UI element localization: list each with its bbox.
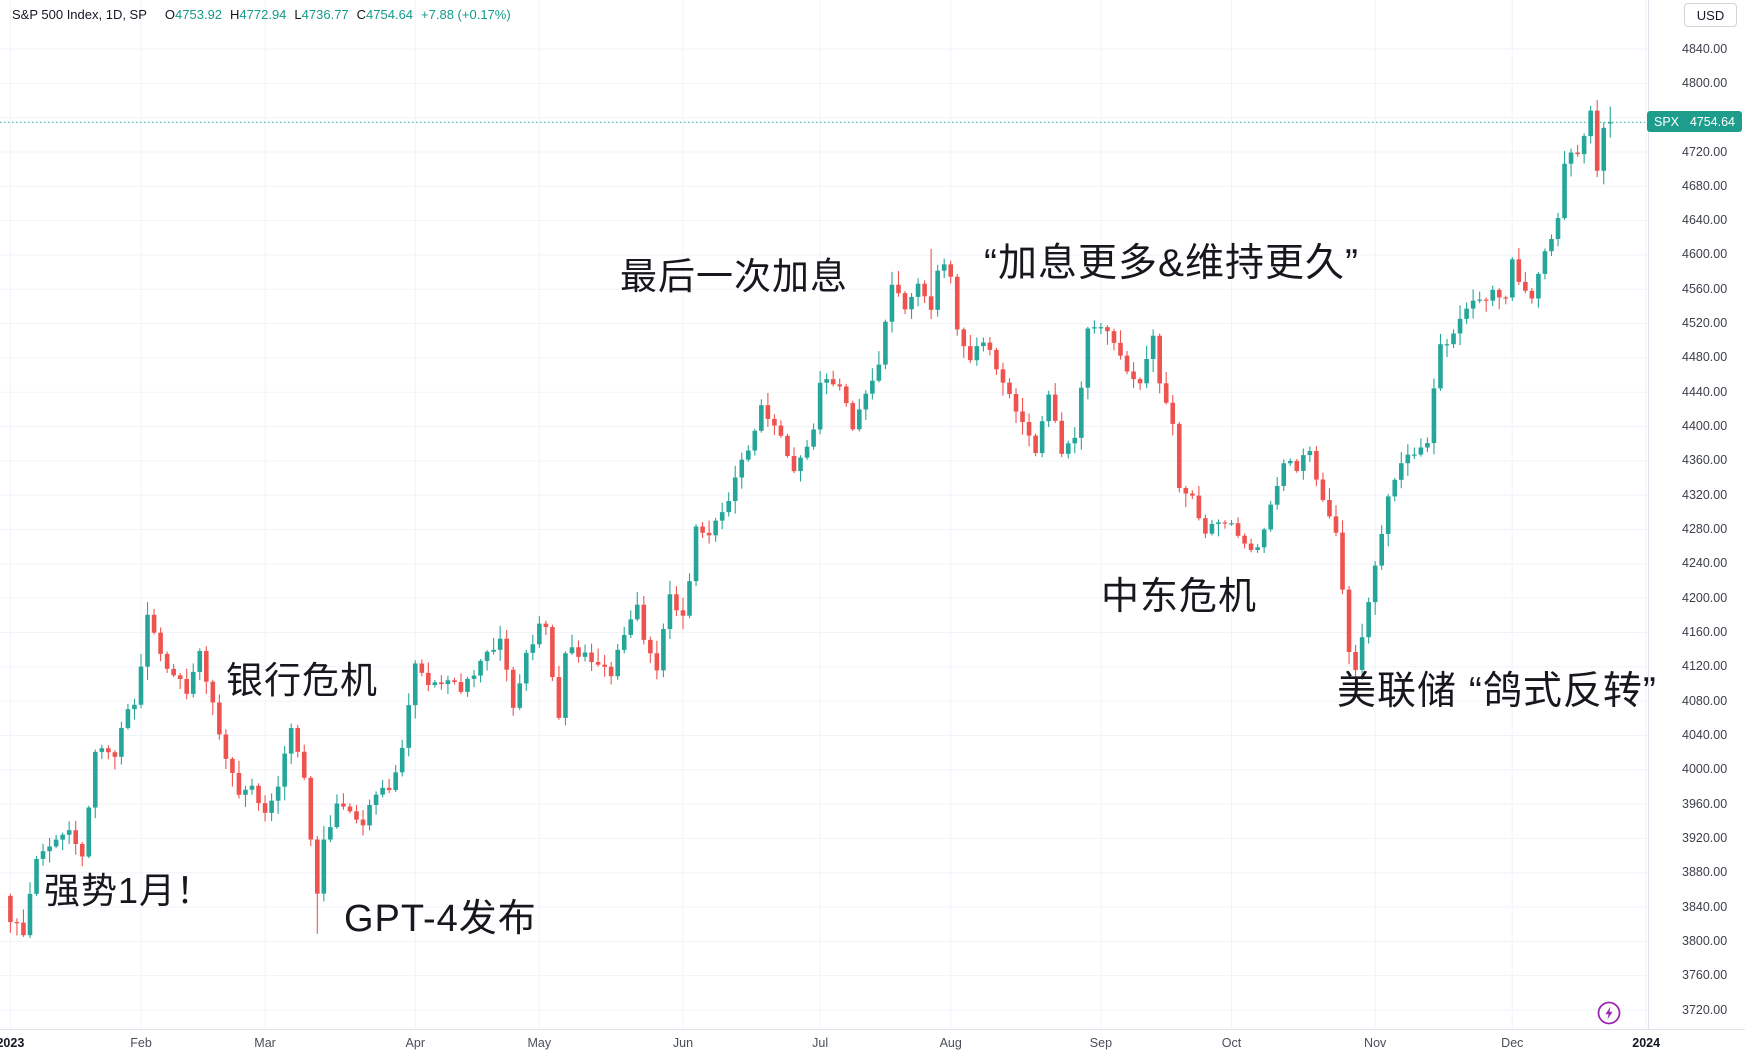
price-axis-label: 4560.00 — [1682, 281, 1728, 296]
symbol-title[interactable]: S&P 500 Index, 1D, SP — [12, 7, 147, 22]
time-axis-label: Oct — [1221, 1036, 1242, 1050]
low-label: L — [294, 7, 302, 22]
price-axis-label: 4200.00 — [1682, 590, 1728, 605]
price-axis-label: 3960.00 — [1682, 796, 1728, 811]
time-axis-label: Nov — [1364, 1036, 1387, 1050]
event-annotation: 强势1月！ — [44, 870, 214, 911]
time-axis-label: Feb — [130, 1036, 152, 1050]
event-annotation: GPT-4发布 — [344, 898, 537, 940]
event-annotation: “加息更多&维持更久” — [984, 242, 1359, 285]
price-axis-label: 4080.00 — [1682, 693, 1728, 708]
price-axis-label: 4800.00 — [1682, 75, 1728, 90]
currency-button[interactable]: USD — [1684, 3, 1737, 27]
price-axis-label: 4680.00 — [1682, 178, 1728, 193]
time-axis-label: Sep — [1089, 1036, 1113, 1050]
high-label: H — [230, 7, 240, 22]
price-axis-label: 4520.00 — [1682, 316, 1728, 331]
close-label: C — [356, 7, 367, 22]
price-axis-label: 3840.00 — [1682, 899, 1728, 914]
price-axis-label: 4400.00 — [1682, 419, 1728, 434]
price-axis-label: 4720.00 — [1682, 144, 1728, 159]
time-axis-label: 2023 — [0, 1036, 25, 1050]
event-annotation: 最后一次加息 — [620, 256, 848, 297]
price-axis-label: 4240.00 — [1682, 556, 1728, 571]
price-axis-label: 4280.00 — [1682, 522, 1728, 537]
price-axis-label: 4000.00 — [1682, 762, 1728, 777]
open-value: 4753.92 — [175, 7, 223, 22]
price-axis-label: 3800.00 — [1682, 933, 1728, 948]
price-axis-label: 3880.00 — [1682, 865, 1728, 880]
time-axis-label: Dec — [1501, 1036, 1524, 1050]
price-axis-label: 4040.00 — [1682, 727, 1728, 742]
chart-legend: S&P 500 Index, 1D, SP O4753.92 H4772.94 L47… — [12, 7, 511, 22]
time-axis-separator — [0, 1029, 1745, 1030]
change-value: +7.88 (+0.17%) — [421, 7, 511, 22]
price-axis-label: 3920.00 — [1682, 830, 1728, 845]
open-label: O — [164, 7, 176, 22]
badge-symbol: SPX — [1654, 114, 1680, 129]
event-annotation: 美联储 “鸽式反转” — [1337, 670, 1657, 713]
candles-layer[interactable] — [8, 99, 1613, 938]
time-axis-label: Aug — [939, 1036, 962, 1050]
price-axis-label: 4120.00 — [1682, 659, 1728, 674]
time-axis-label: 2024 — [1632, 1036, 1661, 1050]
close-value: 4754.64 — [366, 7, 414, 22]
price-axis-label: 4320.00 — [1682, 487, 1728, 502]
high-value: 4772.94 — [239, 7, 287, 22]
badge-value: 4754.64 — [1689, 114, 1735, 129]
event-annotation: 银行危机 — [226, 660, 378, 701]
event-annotation: 中东危机 — [1101, 576, 1258, 618]
price-axis-label: 4600.00 — [1682, 247, 1728, 262]
low-value: 4736.77 — [301, 7, 349, 22]
price-axis-label: 4840.00 — [1682, 41, 1728, 56]
price-axis-label: 4440.00 — [1682, 384, 1728, 399]
price-axis-label: 4360.00 — [1682, 453, 1728, 468]
price-axis-label: 4640.00 — [1682, 213, 1728, 228]
time-axis-label: Mar — [254, 1036, 276, 1050]
time-axis-label: Jul — [812, 1036, 829, 1050]
price-axis-label: 4480.00 — [1682, 350, 1728, 365]
price-axis-label: 3720.00 — [1682, 1002, 1728, 1017]
last-price-badge: SPX 4754.64 — [1647, 111, 1742, 132]
price-axis-separator — [1648, 0, 1649, 1029]
time-axis-label: Apr — [405, 1036, 425, 1050]
time-axis-label: May — [527, 1036, 552, 1050]
price-axis-label: 4160.00 — [1682, 624, 1728, 639]
instant-data-lightning-icon[interactable] — [1596, 1000, 1622, 1026]
price-axis-label: 3760.00 — [1682, 968, 1728, 983]
grid-lines — [0, 0, 1648, 1029]
time-axis-label: Jun — [672, 1036, 694, 1050]
